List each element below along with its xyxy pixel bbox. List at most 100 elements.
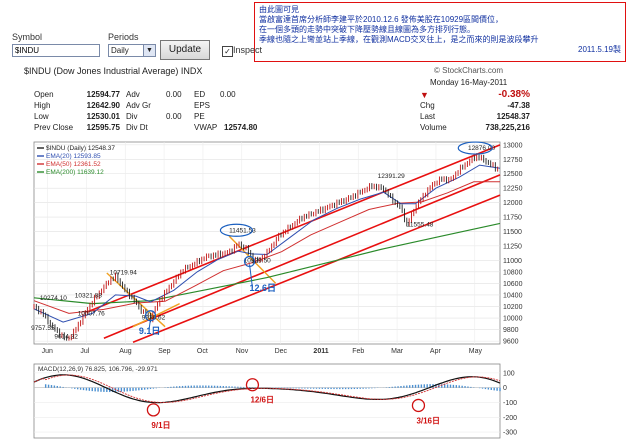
- update-button[interactable]: Update: [160, 40, 210, 60]
- symbol-input[interactable]: [12, 44, 100, 57]
- annotation-title: 由此圖可見: [259, 5, 299, 14]
- price-y-tick-15: 13000: [503, 142, 523, 149]
- macd-hist-bar: [88, 387, 91, 391]
- macd-lines: [33, 374, 501, 404]
- price-labels: 10274.10 10321.8810719.9410007.769757.559…: [31, 141, 495, 340]
- price-x-tick-11: May: [469, 348, 483, 355]
- macd-hist-bar: [496, 387, 498, 391]
- macd-legend-entry: MACD(12,26,9) 76.825, 106.796, -29.971: [38, 366, 158, 373]
- pe-label: PE: [194, 112, 205, 121]
- macd-hist-bar: [94, 387, 96, 392]
- macd-hist-bar: [458, 385, 460, 388]
- macd-hist-bar: [170, 386, 172, 388]
- ema50-series: [33, 181, 501, 314]
- macd-hist-bar: [100, 387, 102, 392]
- macd-hist-bar: [243, 386, 245, 388]
- highlight-12876: [457, 141, 493, 155]
- macd-hist-bar: [91, 387, 93, 392]
- price-x-tick-2: Aug: [119, 348, 132, 355]
- price-x-tick-10: Apr: [430, 348, 442, 355]
- price-callout-0: 9.1日: [139, 326, 161, 336]
- macd-hist-bar: [333, 387, 335, 390]
- macd-y-tick-3: -200: [503, 415, 517, 422]
- price-y-tick-4: 10400: [503, 292, 523, 299]
- macd-y-tick-4: -300: [503, 430, 517, 437]
- macd-hist-bar: [202, 385, 204, 388]
- macd-hist-bar: [146, 387, 149, 390]
- macd-hist-bar: [62, 386, 64, 388]
- macd-hist-bar: [478, 387, 481, 389]
- channel-lower-line: [132, 194, 501, 344]
- price-y-tick-10: 11750: [503, 215, 522, 222]
- macd-hist-bar: [339, 387, 341, 390]
- prev-close-label: Prev Close: [34, 123, 74, 132]
- price-y-tick-1: 9800: [503, 327, 519, 334]
- price-y-tick-11: 12000: [503, 200, 523, 207]
- macd-callout-1: 12/6日: [250, 396, 274, 405]
- macd-hist-bar: [222, 386, 225, 388]
- macd-hist-bar: [304, 387, 306, 389]
- last-label: Last: [420, 112, 436, 121]
- macd-chart: 9/1日 12/6日 3/16日 100 0 -100 -200 -300 MACD(12,…: [33, 363, 517, 439]
- price-y-tick-6: 10800: [503, 269, 523, 276]
- price-label-1: 10321.88: [75, 293, 102, 300]
- macd-hist-bar: [411, 385, 414, 388]
- last-value: 12548.37: [496, 112, 530, 121]
- volume-value: 738,225,216: [485, 123, 531, 132]
- macd-hist-bar: [199, 385, 201, 388]
- inspect-checkbox[interactable]: ✓: [222, 46, 233, 57]
- macd-hist-bar: [467, 386, 469, 388]
- macd-hist-bar: [216, 385, 219, 388]
- macd-hist-bar: [196, 385, 198, 388]
- macd-hist-bar: [406, 385, 408, 388]
- macd-hist-bar: [187, 385, 190, 388]
- macd-hist-bar: [210, 385, 213, 388]
- chg-label: Chg: [420, 101, 435, 110]
- macd-hist-bar: [120, 387, 123, 392]
- open-value: 12594.77: [86, 90, 120, 99]
- price-label-6: 9936.62: [142, 315, 166, 322]
- macd-hist-bar: [327, 387, 329, 389]
- macd-hist-bar: [106, 387, 108, 392]
- macd-hist-bar: [111, 387, 114, 393]
- macd-hist-bar: [470, 386, 472, 388]
- macd-hist-bar: [394, 386, 396, 388]
- macd-y-tick-1: 0: [503, 385, 507, 392]
- macd-hist-bar: [362, 387, 364, 389]
- macd-signal-line: [33, 374, 501, 403]
- price-chart: 10274.10 10321.8810719.9410007.769757.559…: [31, 141, 523, 355]
- macd-hist-bar: [123, 387, 125, 392]
- macd-hist-bar: [368, 387, 370, 389]
- periods-label: Periods: [108, 32, 139, 42]
- price-y-tick-5: 10600: [503, 281, 523, 288]
- macd-histogram: [44, 384, 501, 393]
- price-label-4: 9757.55: [31, 325, 55, 332]
- price-label-10: 11555.48: [407, 221, 434, 228]
- callout-arrow-2: [249, 264, 253, 288]
- prev-close-value: 12595.75: [86, 123, 120, 132]
- macd-hist-bar: [178, 386, 181, 388]
- price-x-tick-9: Mar: [391, 348, 404, 355]
- annotation-signature: 2011.5.19製: [578, 45, 621, 54]
- macd-hist-bar: [435, 384, 437, 388]
- high-label: High: [34, 101, 51, 110]
- macd-hist-bar: [167, 387, 169, 388]
- annotation-line-1: 當啟富達首席分析師李建平於2010.12.6 發佈美股在10929區間價位，: [259, 15, 504, 24]
- price-x-tick-3: Sep: [158, 348, 171, 355]
- price-y-tick-7: 11000: [503, 258, 522, 265]
- periods-select[interactable]: Daily ▼: [108, 44, 156, 57]
- macd-hist-bar: [397, 386, 399, 388]
- macd-callouts: 9/1日 12/6日 3/16日: [146, 378, 440, 430]
- macd-hist-bar: [126, 387, 128, 392]
- macd-hist-bar: [391, 386, 393, 388]
- annotation-line-2: 在一個多頭的走勢中突破下降壓勢線且線圖為多方排列行態。: [259, 25, 475, 34]
- macd-hist-bar: [44, 384, 47, 388]
- macd-highlight-1: [245, 378, 260, 392]
- macd-hist-bar: [420, 384, 423, 388]
- macd-hist-bar: [103, 387, 105, 392]
- macd-y-tick-2: -100: [503, 400, 517, 407]
- chevron-down-icon: ▼: [143, 45, 155, 56]
- macd-hist-bar: [289, 387, 291, 389]
- macd-hist-bar: [219, 385, 222, 388]
- macd-hist-bar: [138, 387, 140, 391]
